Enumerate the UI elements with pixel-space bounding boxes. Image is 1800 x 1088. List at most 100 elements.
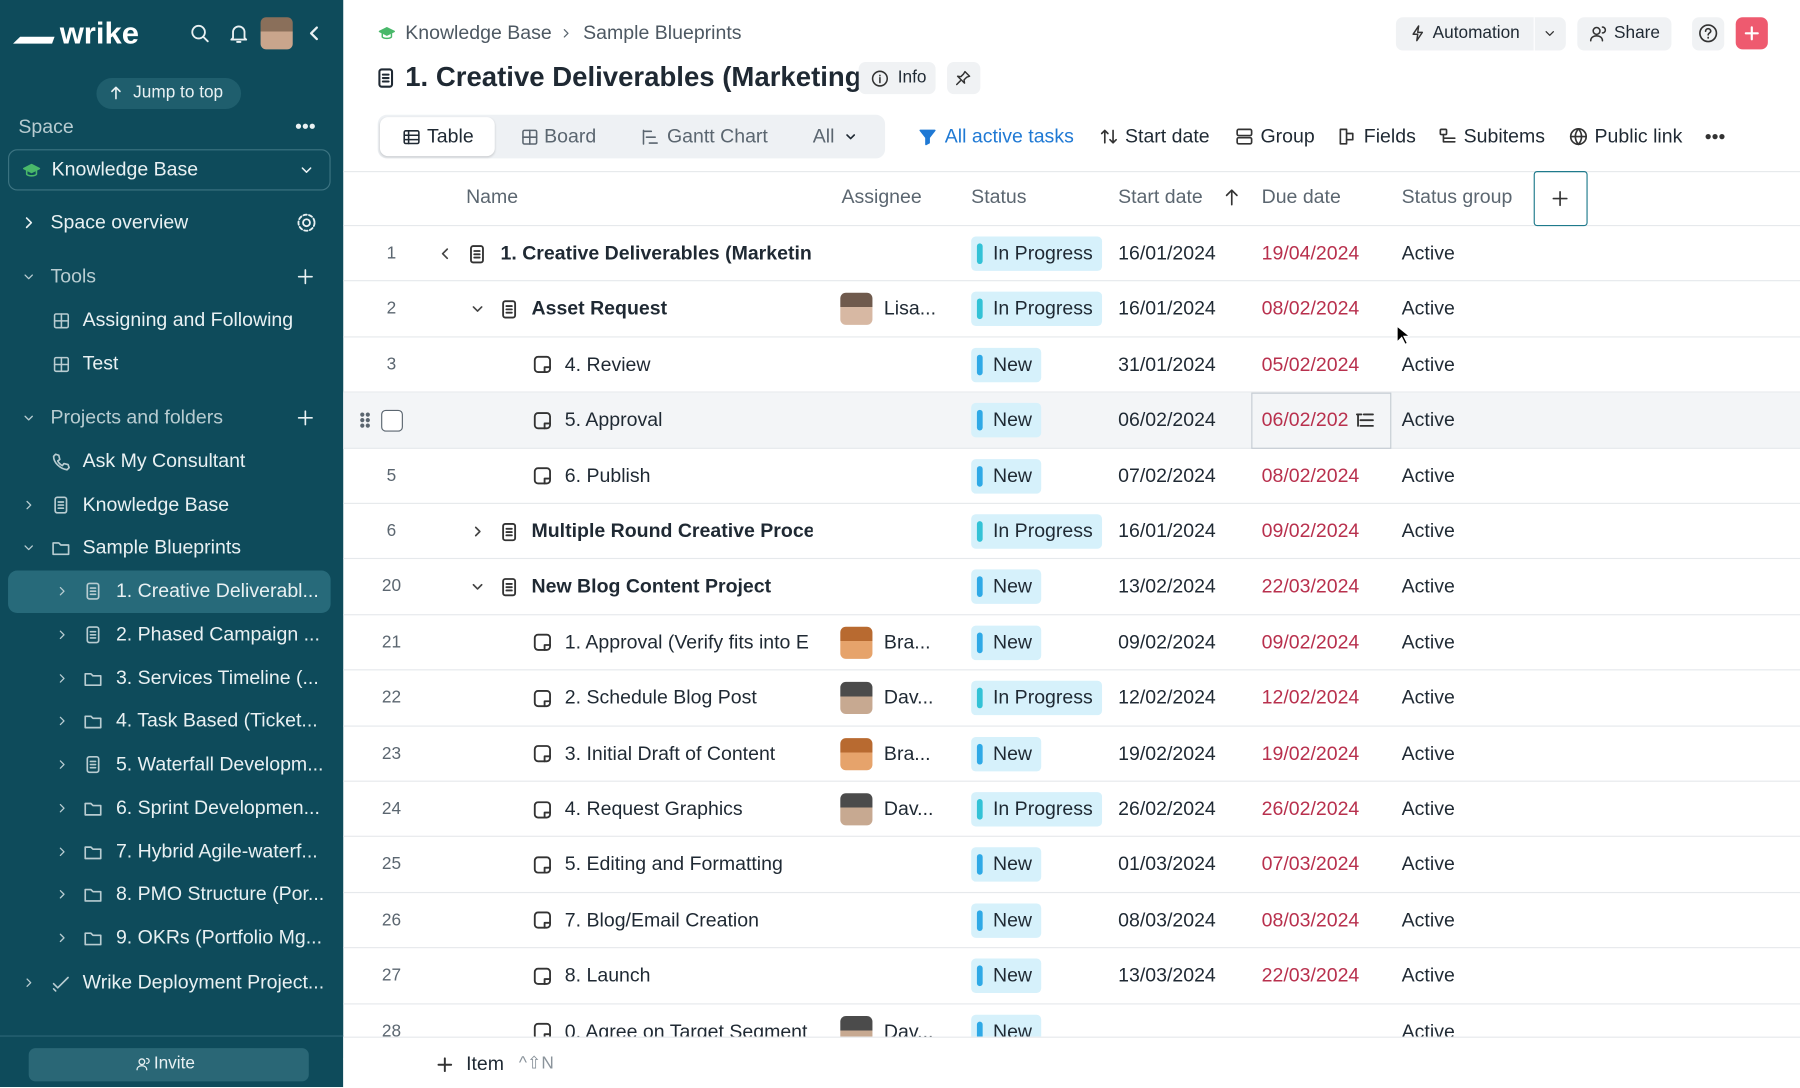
toolbar-button[interactable]: Fields <box>1363 125 1416 147</box>
task-name[interactable]: Asset Request <box>531 297 668 320</box>
toolbar-button[interactable]: Public link <box>1594 125 1683 147</box>
assignee: Dav... <box>883 1020 934 1042</box>
task-name[interactable]: Multiple Round Creative Proces <box>531 520 813 542</box>
task-name[interactable]: 4. Request Graphics <box>564 797 743 820</box>
add-item[interactable]: Item <box>466 1052 505 1075</box>
table-row[interactable] <box>343 448 1800 504</box>
projects-chevron <box>24 415 33 421</box>
column-header[interactable]: Name <box>466 185 519 208</box>
status-pill[interactable]: New <box>971 458 1042 494</box>
table-row[interactable] <box>343 726 1800 782</box>
status-accent <box>976 798 983 820</box>
status-pill[interactable]: In Progress <box>971 514 1102 549</box>
row-checkbox[interactable] <box>381 410 403 432</box>
jump-to-top[interactable]: Jump to top <box>133 82 224 103</box>
toolbar-button[interactable]: Start date <box>1124 125 1210 147</box>
toolbar-button[interactable]: All active tasks <box>944 125 1074 147</box>
automation-button[interactable] <box>1395 17 1566 51</box>
status-pill[interactable]: In Progress <box>971 680 1102 716</box>
invite[interactable]: Invite <box>153 1053 195 1074</box>
table-row[interactable] <box>343 893 1800 949</box>
status-pill[interactable]: New <box>971 625 1042 660</box>
table-row[interactable] <box>343 782 1800 838</box>
tree-chevron <box>59 846 65 856</box>
task-name[interactable]: 4. Review <box>564 353 651 376</box>
automation[interactable]: Automation <box>1432 22 1520 43</box>
task-name[interactable]: 5. Editing and Formatting <box>564 853 783 876</box>
project-child[interactable]: 1. Creative Deliverabl... <box>115 579 319 602</box>
status-accent <box>976 521 983 542</box>
breadcrumb[interactable]: Knowledge Base <box>405 21 552 44</box>
view-tab[interactable]: Gantt Chart <box>666 125 768 147</box>
status-pill[interactable]: New <box>971 347 1042 383</box>
status-pill[interactable]: New <box>971 958 1042 994</box>
status-pill[interactable]: New <box>971 569 1042 605</box>
view-tab[interactable]: All <box>812 125 835 147</box>
table-row[interactable] <box>343 560 1800 616</box>
info[interactable]: Info <box>897 67 927 88</box>
task-name[interactable]: New Blog Content Project <box>531 575 772 598</box>
table-row[interactable] <box>343 671 1800 727</box>
table-row[interactable] <box>343 615 1800 671</box>
invite-button[interactable] <box>28 1048 309 1082</box>
task-name[interactable]: 8. Launch <box>564 964 651 987</box>
project-item[interactable]: Sample Blueprints <box>82 536 242 559</box>
toolbar-button[interactable]: Subitems <box>1463 125 1546 147</box>
column-header[interactable]: Status <box>971 185 1027 208</box>
view-tab[interactable]: Board <box>544 125 597 147</box>
table-row[interactable] <box>343 337 1800 393</box>
project-child[interactable]: 4. Task Based (Ticket... <box>115 709 318 732</box>
project-child[interactable]: 9. OKRs (Portfolio Mg... <box>115 926 323 949</box>
breadcrumb[interactable]: Sample Blueprints <box>583 21 742 44</box>
project-item[interactable]: Ask My Consultant <box>82 449 246 472</box>
space-name[interactable]: Knowledge Base <box>51 158 199 181</box>
status-accent <box>976 465 983 487</box>
status-pill[interactable]: In Progress <box>971 792 1102 827</box>
status-pill[interactable]: New <box>971 403 1042 438</box>
project-child[interactable]: 3. Services Timeline (... <box>115 666 319 689</box>
project-child[interactable]: 6. Sprint Developmen... <box>115 796 320 819</box>
column-header[interactable]: Due date <box>1261 185 1341 208</box>
status-pill[interactable]: In Progress <box>971 236 1102 271</box>
task-name[interactable]: 5. Approval <box>564 408 663 431</box>
task-name[interactable]: 1. Creative Deliverables (Marketin <box>500 242 812 265</box>
tool-item[interactable]: Test <box>82 352 119 375</box>
task-name[interactable]: 3. Initial Draft of Content <box>564 742 776 765</box>
view-tab[interactable]: Table <box>427 125 474 147</box>
toolbar-button[interactable]: Group <box>1260 125 1315 147</box>
table-row[interactable] <box>343 948 1800 1004</box>
table-row[interactable] <box>343 504 1800 560</box>
share-button[interactable] <box>1577 17 1672 51</box>
project-child[interactable]: 5. Waterfall Developm... <box>115 753 324 775</box>
column-header[interactable]: Assignee <box>841 185 922 208</box>
task-name[interactable]: 7. Blog/Email Creation <box>564 908 759 931</box>
table-header <box>343 171 1800 227</box>
jump-pill[interactable] <box>96 78 242 110</box>
task-name[interactable]: 2. Schedule Blog Post <box>564 686 757 709</box>
table-row[interactable] <box>343 392 1800 449</box>
tool-item[interactable]: Assigning and Following <box>82 308 294 331</box>
status-pill[interactable]: New <box>971 736 1042 771</box>
status-pill[interactable]: New <box>971 847 1042 883</box>
task-name[interactable]: 0. Agree on Target Segment <box>564 1020 808 1042</box>
table-row[interactable] <box>343 837 1800 893</box>
project-item[interactable]: Wrike Deployment Project... <box>82 971 325 993</box>
space-select[interactable] <box>8 149 331 191</box>
project-child[interactable]: 2. Phased Campaign ... <box>115 623 320 645</box>
column-header[interactable]: Start date <box>1118 185 1203 208</box>
status-pill[interactable]: In Progress <box>971 292 1102 327</box>
project-child[interactable]: 8. PMO Structure (Por... <box>115 883 325 905</box>
add-column[interactable] <box>1533 171 1588 227</box>
pin-button[interactable] <box>947 61 981 95</box>
share[interactable]: Share <box>1614 22 1660 43</box>
table-row[interactable] <box>343 282 1800 338</box>
project-item[interactable]: Knowledge Base <box>82 493 230 516</box>
task-name[interactable]: 1. Approval (Verify fits into E <box>564 631 809 653</box>
due-cell-focus[interactable] <box>1251 392 1392 449</box>
space-overview[interactable]: Space overview <box>50 211 189 234</box>
table-row[interactable] <box>343 226 1800 282</box>
project-child[interactable]: 7. Hybrid Agile-waterf... <box>115 839 318 862</box>
status-pill[interactable]: New <box>971 903 1042 938</box>
column-header[interactable]: Status group <box>1401 185 1513 208</box>
task-name[interactable]: 6. Publish <box>564 464 651 487</box>
